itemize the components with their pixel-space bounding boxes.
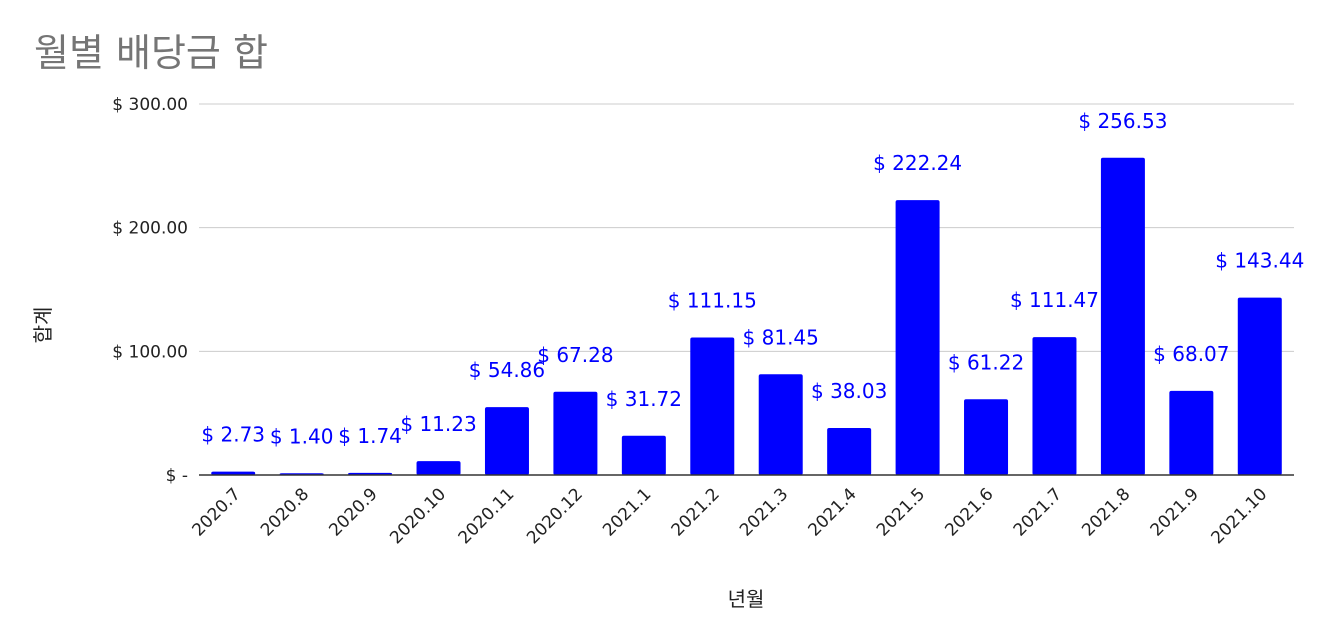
data-labels: $ 2.73 $ 1.40 $ 1.74$ 11.23 $ 54.86$ 67.28 $… [201, 109, 1304, 449]
bar [1100, 157, 1145, 475]
x-tick-label: 2021.7 [1010, 484, 1066, 540]
x-axis-title: 년월 [728, 587, 765, 611]
bar [895, 200, 940, 475]
x-axis-ticks: 2020.7 2020.8 2020.9 2020.10 2020.11 2020.12 2… [189, 484, 1272, 548]
x-tick-label: 2021.2 [668, 484, 724, 540]
x-tick-label: 2021.3 [736, 484, 792, 540]
data-label: $ 54.86 [469, 358, 545, 382]
bar [416, 461, 461, 475]
y-axis-title: 합계 [31, 307, 55, 344]
bar [1169, 390, 1214, 475]
data-label: $ 1.74 [338, 424, 402, 448]
x-tick-label: 2021.8 [1078, 484, 1134, 540]
bar [827, 427, 872, 475]
x-tick-label: 2021.10 [1207, 484, 1271, 548]
data-label: $ 256.53 [1078, 109, 1167, 133]
data-label: $ 111.47 [1010, 288, 1099, 312]
x-tick-label: 2020.8 [257, 484, 313, 540]
bar [211, 471, 256, 475]
data-label: $ 222.24 [873, 151, 962, 175]
y-tick-label: $ - [166, 466, 188, 486]
bar [758, 374, 803, 475]
y-axis-ticks: $ - $ 100.00 $ 200.00 $ 300.00 [112, 95, 188, 486]
bar [690, 337, 735, 475]
data-label: $ 38.03 [811, 379, 887, 403]
x-tick-label: 2021.5 [873, 484, 929, 540]
x-tick-label: 2021.4 [804, 484, 860, 540]
bar [1032, 337, 1077, 475]
bar [553, 391, 598, 475]
data-label: $ 143.44 [1215, 249, 1304, 273]
x-tick-label: 2021.9 [1147, 484, 1203, 540]
chart-title: 월별 배당금 합 [34, 31, 268, 75]
data-label: $ 67.28 [537, 343, 613, 367]
y-tick-label: $ 100.00 [112, 342, 188, 362]
y-tick-label: $ 200.00 [112, 219, 188, 239]
data-label: $ 61.22 [948, 350, 1024, 374]
x-tick-label: 2021.6 [941, 484, 997, 540]
bar [484, 407, 529, 475]
data-label: $ 11.23 [400, 412, 476, 436]
bars [211, 157, 1282, 475]
data-label: $ 81.45 [743, 325, 819, 349]
bar [964, 399, 1009, 475]
bar [1237, 297, 1282, 475]
y-tick-label: $ 300.00 [112, 95, 188, 115]
data-label: $ 2.73 [201, 423, 265, 447]
data-label: $ 31.72 [606, 387, 682, 411]
data-label: $ 111.15 [668, 289, 757, 313]
x-tick-label: 2020.11 [455, 484, 519, 548]
x-tick-label: 2020.12 [523, 484, 587, 548]
x-tick-label: 2020.10 [386, 484, 450, 548]
bar [621, 435, 666, 475]
x-tick-label: 2020.9 [325, 484, 381, 540]
data-label: $ 1.40 [270, 424, 334, 448]
x-tick-label: 2021.1 [599, 484, 655, 540]
data-label: $ 68.07 [1153, 342, 1229, 366]
x-tick-label: 2020.7 [189, 484, 245, 540]
